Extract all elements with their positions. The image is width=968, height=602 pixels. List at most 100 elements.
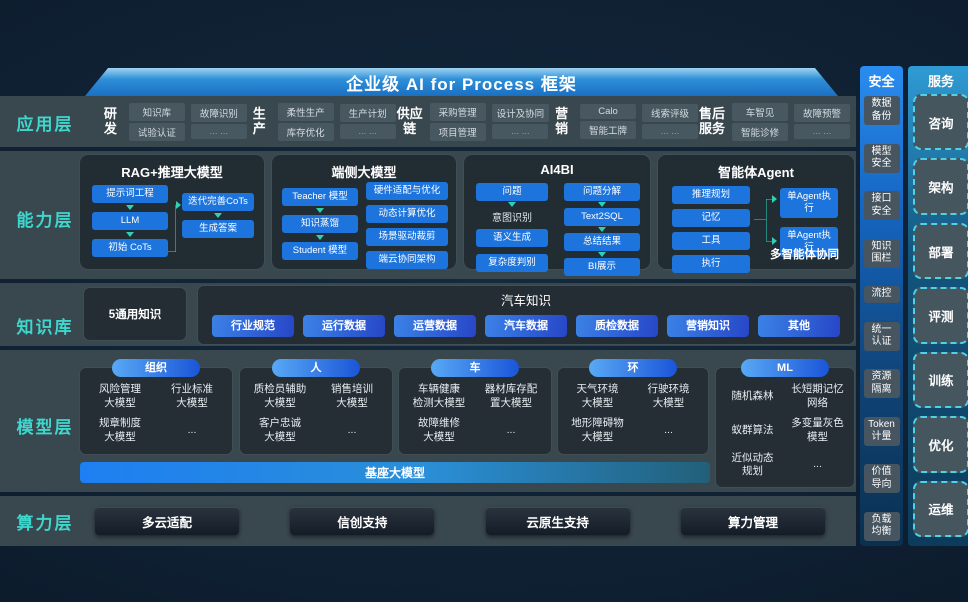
- security-item: 资源 隔离: [863, 369, 900, 399]
- flow-step: 问题分解: [564, 183, 640, 201]
- capability-box-title: AI4BI: [540, 162, 574, 177]
- knowledge-tag: 营销知识: [667, 315, 749, 337]
- app-group-label: 生产: [252, 105, 266, 136]
- app-chip: 采购管理: [429, 102, 486, 121]
- service-item: 运维: [913, 480, 968, 537]
- connector-line: [766, 241, 772, 242]
- service-item: 架构: [913, 158, 968, 215]
- list-item: 工具: [672, 231, 750, 250]
- security-item: 数据 备份: [863, 96, 900, 125]
- app-chip: 项目管理: [429, 122, 486, 141]
- arrow-down-icon: [316, 234, 324, 240]
- model-item: 质检员辅助 大模型: [253, 383, 307, 409]
- app-chip: 故障预警: [794, 104, 850, 122]
- app-chip: 生产计划: [339, 104, 396, 122]
- arrow-right-icon: [772, 237, 777, 245]
- agent-exec-step: 单Agent执行: [780, 188, 838, 218]
- model-group-pill: 车: [431, 359, 519, 377]
- arrow-down-icon: [214, 212, 222, 218]
- app-chip: 车智见: [732, 102, 788, 121]
- model-item-grid: 质检员辅助 大模型 销售培训 大模型 客户忠诚 大模型...: [240, 368, 392, 449]
- model-item: 风险管理 大模型: [99, 383, 141, 409]
- flow-step: Text2SQL: [564, 207, 640, 226]
- model-item: 故障维修 大模型: [418, 417, 460, 443]
- flow-step: Teacher 模型: [282, 188, 358, 206]
- model-group-pill: 组织: [112, 359, 200, 377]
- framework-title: 企业级 AI for Process 框架: [346, 74, 577, 94]
- model-group-environment: 环 天气环境 大模型 行驶环境 大模型 地形障碍物 大模型...: [557, 359, 709, 455]
- compute-button: 云原生支持: [485, 507, 630, 535]
- arrow-down-icon: [316, 207, 324, 213]
- capability-box-title: RAG+推理大模型: [121, 165, 223, 180]
- knowledge-tag: 运营数据: [394, 315, 476, 337]
- model-item: 多变量灰色 模型: [791, 417, 844, 443]
- list-item: 记忆: [672, 208, 750, 227]
- app-chip-column: 柔性生产 库存优化: [277, 102, 334, 141]
- knowledge-tag: 质检数据: [576, 315, 658, 337]
- layer-label-compute: 算力层: [16, 514, 74, 533]
- application-row: 研发 知识库 试验认证 故障识别 ... ... 生产 柔性生产 库存优化 生产…: [98, 99, 850, 144]
- model-group-pill: 人: [272, 359, 360, 377]
- security-item: 负载 均衡: [863, 511, 900, 541]
- model-item: 天气环境 大模型: [576, 383, 619, 409]
- app-group-supply-chain: 供应链 采购管理 项目管理 设计及协同 ... ...: [396, 102, 550, 141]
- model-item: 蚁群算法: [731, 424, 774, 437]
- arrow-down-icon: [508, 201, 516, 207]
- arrow-right-icon: [176, 201, 181, 209]
- app-chip: 智能诊修: [732, 122, 788, 141]
- security-item: 接口 安全: [863, 191, 900, 221]
- arrow-down-icon: [126, 204, 134, 210]
- model-item-grid: 车辆健康 检测大模型 器材库存配 置大模型 故障维修 大模型...: [399, 368, 551, 449]
- model-item: 行驶环境 大模型: [647, 383, 690, 409]
- model-group-ml: ML 随机森林 长短期记忆 网络 蚁群算法 多变量灰色 模型 近似动态 规划...: [715, 359, 855, 488]
- compute-button: 信创支持: [290, 507, 435, 535]
- security-item: 模型 安全: [863, 143, 900, 173]
- model-item-grid: 风险管理 大模型 行业标准 大模型 规章制度 大模型...: [80, 368, 232, 449]
- flow-step: 生成答案: [182, 219, 254, 238]
- app-chip-more: ... ...: [794, 124, 850, 139]
- layer-label-capability: 能力层: [16, 211, 74, 230]
- service-item: 咨询: [913, 94, 968, 151]
- flow-step: 复杂度判别: [476, 253, 548, 272]
- model-item-grid: 随机森林 长短期记忆 网络 蚁群算法 多变量灰色 模型 近似动态 规划...: [716, 368, 854, 483]
- app-chip-column: 故障识别 ... ...: [190, 104, 247, 139]
- app-chip-more: ... ...: [339, 124, 396, 139]
- app-chip-column: 设计及协同 ... ...: [491, 104, 550, 139]
- agent-right-list: 单Agent执行 单Agent执行: [780, 188, 838, 257]
- model-item: 行业标准 大模型: [171, 383, 213, 409]
- app-chip-more: ... ...: [190, 124, 247, 139]
- security-item: 知识 围栏: [863, 238, 900, 268]
- knowledge-tag: 行业规范: [212, 315, 294, 337]
- compute-button: 多云适配: [95, 507, 239, 535]
- model-item: ...: [813, 458, 822, 471]
- flow-step: 提示词工程: [92, 185, 168, 203]
- app-chip-column: 知识库 试验认证: [128, 102, 185, 141]
- security-item: 流控: [863, 286, 900, 303]
- model-item: ...: [664, 424, 673, 437]
- app-group-label: 研发: [103, 105, 117, 136]
- knowledge-tag: 运行数据: [303, 315, 385, 337]
- layer-label-knowledge: 知识库: [16, 318, 74, 337]
- app-chip-more: ... ...: [642, 124, 698, 139]
- app-chip: 故障识别: [190, 104, 247, 122]
- model-group-pill: 环: [589, 359, 677, 377]
- model-item: 随机森林: [731, 389, 774, 402]
- app-chip-more: ... ...: [492, 124, 549, 139]
- knowledge-tag: 其他: [758, 315, 840, 337]
- app-group-label: 营销: [555, 105, 569, 136]
- multi-agent-caption: 多智能体协同: [770, 249, 839, 261]
- connector-line: [766, 199, 767, 241]
- list-item: 推理规划: [672, 186, 750, 204]
- service-item: 部署: [913, 222, 968, 280]
- flow-step: BI展示: [564, 257, 640, 276]
- model-item: 地形障碍物 大模型: [571, 417, 624, 443]
- domain-knowledge-box: 汽车知识 行业规范 运行数据 运营数据 汽车数据 质检数据 营销知识 其他: [197, 285, 855, 345]
- security-column: 安全 数据 备份 模型 安全 接口 安全 知识 围栏 流控 统一 认证 资源 隔…: [860, 66, 903, 546]
- layer-label-model: 模型层: [16, 418, 74, 437]
- app-chip: 设计及协同: [491, 104, 550, 122]
- model-item: ...: [506, 424, 516, 437]
- app-chip: Calo: [580, 104, 636, 119]
- app-group-rd: 研发 知识库 试验认证 故障识别 ... ...: [98, 102, 247, 141]
- capability-box-title: 端侧大模型: [331, 165, 397, 180]
